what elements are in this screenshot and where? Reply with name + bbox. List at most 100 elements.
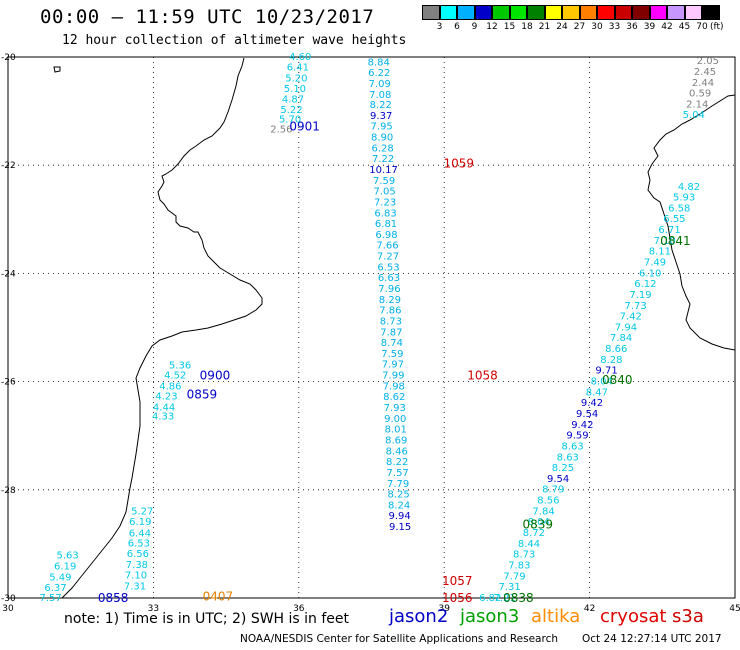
wave-height-value: 6.19 — [129, 517, 151, 528]
scale-label: 70 — [696, 22, 708, 32]
wave-height-value: 7.38 — [126, 560, 148, 571]
wave-height-value: 7.19 — [629, 290, 651, 301]
satellite-legend-item: jason2 — [389, 606, 449, 627]
satellite-legend-item: cryosat — [600, 606, 667, 627]
scale-label: 15 — [503, 22, 516, 32]
wave-height-value: 6.53 — [377, 262, 399, 273]
scale-swatch — [667, 5, 685, 20]
scale-label: 33 — [608, 22, 621, 32]
scale-label: 39 — [643, 22, 656, 32]
wave-height-value: 8.22 — [370, 100, 392, 111]
wave-height-value: 7.49 — [644, 257, 666, 268]
lon-tick-label: 45 — [729, 604, 740, 614]
map-frame — [7, 56, 736, 599]
map-subtitle: 12 hour collection of altimeter wave hei… — [62, 33, 407, 48]
lat-tick-label: -26 — [1, 378, 16, 388]
wave-height-value: 9.54 — [576, 409, 598, 420]
grid-lines — [7, 56, 736, 599]
wave-height-value: 5.49 — [49, 572, 71, 583]
wave-height-value: 7.96 — [378, 284, 400, 295]
color-scale-boxes — [422, 5, 720, 20]
scale-swatch — [422, 5, 440, 20]
wave-height-value: 2.05 — [697, 56, 719, 67]
wave-height-value: 8.01 — [385, 425, 407, 436]
scale-swatch — [439, 5, 457, 20]
lon-tick-label: 39 — [438, 604, 450, 614]
scale-swatch — [579, 5, 597, 20]
scale-label: 27 — [573, 22, 586, 32]
wave-height-value: 7.87 — [380, 327, 402, 338]
satellite-legend-item: s3a — [672, 606, 704, 627]
pass-time-label: 1056 — [442, 591, 473, 605]
lat-tick-label: -24 — [1, 269, 16, 279]
lon-tick-label: 33 — [148, 604, 159, 614]
lat-tick-label: -22 — [1, 161, 16, 171]
wave-height-value: 6.22 — [368, 68, 390, 79]
wave-height-value: 7.84 — [532, 506, 554, 517]
wave-height-value: 5.27 — [131, 506, 153, 517]
wave-height-value: 9.42 — [581, 398, 603, 409]
wave-height-value: 8.04 — [528, 517, 550, 528]
wave-height-value: 8.25 — [388, 490, 410, 501]
wave-height-value: 7.57 — [40, 593, 62, 604]
wave-height-value: 7.10 — [125, 571, 147, 582]
wave-height-value: 7.09 — [369, 79, 391, 90]
wave-height-value: 7.86 — [379, 306, 401, 317]
scale-label: 21 — [538, 22, 551, 32]
wave-height-value: 8.73 — [380, 316, 402, 327]
wave-height-value: 8.24 — [388, 500, 410, 511]
wave-height-value: 8.29 — [379, 295, 401, 306]
wave-height-value: 8.44 — [518, 539, 540, 550]
scale-swatch — [632, 5, 650, 20]
scale-swatch — [597, 5, 615, 20]
wave-height-value: 6.81 — [375, 219, 397, 230]
wave-height-value: 5.93 — [673, 193, 695, 204]
wave-height-value: 7.42 — [620, 312, 642, 323]
scale-swatch — [684, 5, 702, 20]
wave-height-value: 9.59 — [566, 431, 588, 442]
scale-swatch — [614, 5, 632, 20]
wave-height-labels: 4.606.415.205.104.875.225.702.56 8.846.22… — [40, 52, 719, 604]
wave-height-value: 8.66 — [605, 344, 627, 355]
color-scale-labels: 3 6 9 12 15 18 21 24 27 30 33 36 39 42 45 70 (ft) — [422, 20, 724, 34]
wave-height-value: 9.94 — [388, 511, 410, 522]
wave-height-value: 5.22 — [280, 105, 302, 116]
wave-height-value: 8.84 — [368, 57, 390, 68]
wave-height-value: 7.59 — [381, 349, 403, 360]
scale-label: 24 — [556, 22, 568, 32]
coastline-africa — [61, 57, 263, 599]
wave-height-value: 8.74 — [381, 338, 403, 349]
wave-height-value: 8.63 — [562, 441, 584, 452]
coastline-africa-island — [53, 66, 61, 73]
wave-height-value: 5.36 — [169, 360, 191, 371]
wave-height-value: 8.56 — [537, 496, 559, 507]
wave-height-value: 6.53 — [128, 538, 150, 549]
wave-height-value: 8.11 — [649, 247, 671, 258]
wave-height-value: 7.98 — [383, 381, 405, 392]
lat-tick-label: -28 — [1, 486, 16, 496]
wave-height-value: 4.44 — [153, 402, 175, 413]
wave-height-value: 6.19 — [54, 562, 76, 573]
wave-height-value: 6.41 — [287, 63, 309, 74]
wave-height-value: 2.56 — [270, 124, 292, 135]
scale-label: (ft) — [709, 22, 724, 32]
wave-height-value: 8.28 — [600, 355, 622, 366]
satellite-legend-item: altika — [531, 606, 581, 627]
wave-height-value: 7.59 — [373, 176, 395, 187]
lon-tick-label: 36 — [293, 604, 305, 614]
wave-height-value: 7.99 — [382, 371, 404, 382]
wave-height-value: 6.98 — [375, 230, 397, 241]
wave-height-value: 9.37 — [370, 111, 392, 122]
wave-height-value: 4.86 — [159, 381, 181, 392]
wave-height-value: 7.94 — [615, 322, 637, 333]
color-scale: 3 6 9 12 15 18 21 24 27 30 33 36 39 42 45 70 (ft) — [422, 5, 724, 34]
wave-height-value: 9.00 — [384, 414, 406, 425]
wave-height-value: 6.63 — [378, 273, 400, 284]
pass-time-label: 0407 — [203, 589, 234, 603]
wave-height-value: 6.10 — [639, 268, 661, 279]
scale-label: 36 — [626, 22, 638, 32]
wave-height-value: 6.44 — [129, 529, 151, 540]
wave-height-value: 7.66 — [376, 241, 398, 252]
wave-height-value: 6.56 — [127, 549, 149, 560]
scale-label: 18 — [521, 22, 533, 32]
